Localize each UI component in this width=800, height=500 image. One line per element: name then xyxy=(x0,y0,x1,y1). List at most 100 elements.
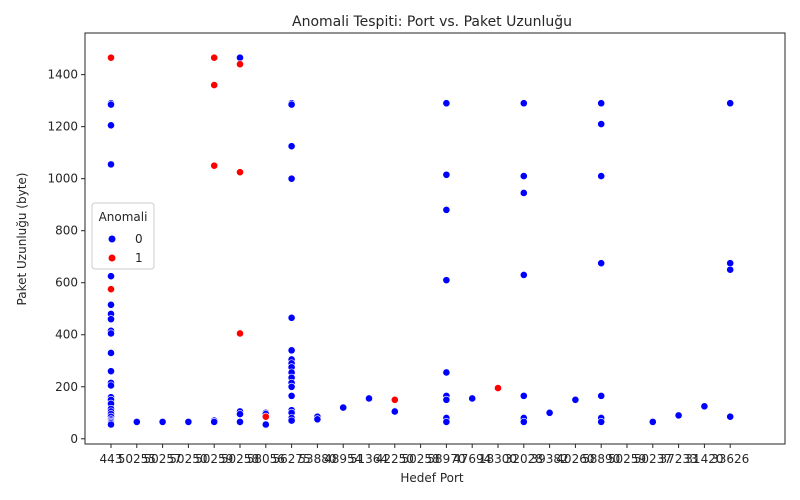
data-point xyxy=(726,265,735,274)
x-tick-label: 50259 xyxy=(195,452,233,466)
data-point xyxy=(236,329,244,338)
legend-title: Anomali xyxy=(99,210,148,224)
x-tick-label: 47694 xyxy=(453,452,491,466)
data-point xyxy=(107,367,115,376)
data-point xyxy=(287,100,296,109)
data-point xyxy=(390,407,399,416)
x-tick-label: 50237 xyxy=(634,452,672,466)
data-point xyxy=(210,81,219,89)
data-point xyxy=(107,285,115,294)
data-point xyxy=(261,412,270,421)
legend-marker-1 xyxy=(108,254,116,262)
data-point xyxy=(287,142,296,151)
data-point xyxy=(107,160,115,169)
data-point xyxy=(210,53,219,62)
data-point xyxy=(184,417,193,426)
data-point xyxy=(339,403,348,412)
data-point xyxy=(597,259,606,268)
data-point xyxy=(236,168,244,177)
data-point xyxy=(287,313,296,322)
y-tick-label: 200 xyxy=(55,380,78,394)
x-tick-label: 50257 xyxy=(144,452,182,466)
data-point xyxy=(107,300,115,309)
data-point xyxy=(442,99,451,108)
data-point xyxy=(442,170,451,179)
x-tick-label: 33626 xyxy=(711,452,749,466)
data-point xyxy=(674,411,683,420)
x-tick-label: 443 xyxy=(100,452,123,466)
data-point xyxy=(287,346,296,355)
data-point xyxy=(132,417,141,426)
data-point xyxy=(519,172,528,180)
data-point xyxy=(107,420,115,429)
x-tick-label: 40260 xyxy=(556,452,594,466)
data-point xyxy=(236,410,244,418)
data-point xyxy=(107,315,115,324)
data-point xyxy=(726,412,735,421)
data-point xyxy=(210,161,219,170)
x-tick-label: 32028 xyxy=(505,452,543,466)
x-tick-label: 50258 xyxy=(402,452,440,466)
data-point xyxy=(107,53,115,62)
data-point xyxy=(442,368,451,377)
plot-area: 4435025550257502505025950258580565627553… xyxy=(47,32,786,466)
data-point xyxy=(390,395,399,404)
x-tick-label: 50250 xyxy=(169,452,207,466)
data-point xyxy=(313,415,322,424)
x-tick-label: 50255 xyxy=(118,452,156,466)
data-point xyxy=(107,121,115,130)
data-point xyxy=(287,416,296,425)
y-tick-label: 1200 xyxy=(47,120,78,134)
x-tick-label: 18300 xyxy=(479,452,517,466)
data-point xyxy=(519,391,528,400)
x-tick-label: 50258 xyxy=(221,452,259,466)
x-tick-label: 53880 xyxy=(298,452,336,466)
data-point xyxy=(287,174,296,183)
plot-frame xyxy=(84,32,786,445)
data-point xyxy=(442,395,451,404)
y-tick-label: 0 xyxy=(70,432,78,446)
x-tick-label: 58056 xyxy=(247,452,285,466)
x-axis-label: Hedef Port xyxy=(400,471,464,485)
data-point xyxy=(519,271,528,279)
y-tick-label: 400 xyxy=(55,328,78,342)
data-point xyxy=(648,417,657,426)
data-point xyxy=(442,276,451,285)
x-tick-label: 37233 xyxy=(660,452,698,466)
data-point xyxy=(519,417,528,426)
y-axis-label: Paket Uzunluğu (byte) xyxy=(15,173,29,306)
points-layer xyxy=(107,53,735,429)
legend-label-1: 1 xyxy=(135,251,143,265)
x-tick-label: 42250 xyxy=(376,452,414,466)
data-point xyxy=(261,420,270,429)
series-1 xyxy=(107,53,502,421)
data-point xyxy=(107,381,115,390)
x-tick-label: 31420 xyxy=(685,452,723,466)
x-tick-label: 58970 xyxy=(427,452,465,466)
data-point xyxy=(365,394,373,403)
data-point xyxy=(494,384,502,392)
data-point xyxy=(210,417,219,426)
chart-title: Anomali Tespiti: Port vs. Paket Uzunluğu xyxy=(292,14,572,30)
series-0 xyxy=(107,53,735,429)
x-tick-label: 50259 xyxy=(608,452,646,466)
data-point xyxy=(597,99,606,108)
y-tick-label: 1400 xyxy=(47,68,78,82)
data-point xyxy=(442,417,451,426)
data-point xyxy=(236,60,244,69)
legend-label-0: 0 xyxy=(135,232,143,246)
data-point xyxy=(236,417,244,426)
y-axis-ticks: 0 200 400 600 800 1000 1200 1400 xyxy=(47,68,85,446)
legend-marker-0 xyxy=(108,235,116,243)
data-point xyxy=(236,53,244,62)
data-point xyxy=(107,329,115,338)
y-tick-label: 1000 xyxy=(47,172,78,186)
x-tick-label: 48954 xyxy=(324,452,362,466)
data-point xyxy=(287,382,296,391)
x-tick-label: 56275 xyxy=(273,452,311,466)
data-point xyxy=(545,408,554,417)
data-point xyxy=(597,417,606,426)
data-point xyxy=(468,394,477,403)
data-point xyxy=(597,391,606,400)
